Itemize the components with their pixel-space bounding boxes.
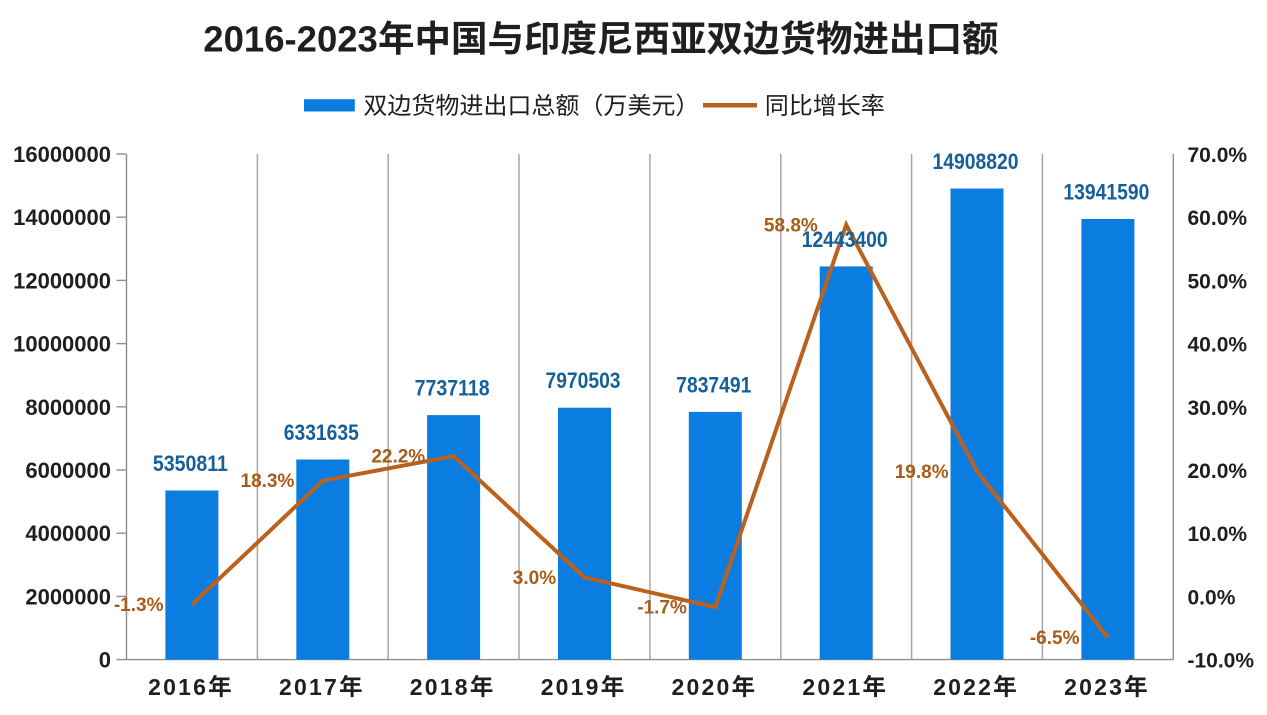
- svg-text:70.0%: 70.0%: [1188, 144, 1248, 167]
- svg-text:2016-2023: 2016-2023: [203, 19, 378, 60]
- svg-text:20.0%: 20.0%: [1188, 460, 1248, 483]
- svg-text:50.0%: 50.0%: [1188, 270, 1248, 293]
- svg-text:10.0%: 10.0%: [1188, 523, 1248, 546]
- svg-text:19.8%: 19.8%: [895, 462, 949, 483]
- svg-text:2018: 2018: [410, 674, 470, 700]
- svg-text:5350811: 5350811: [153, 451, 228, 476]
- svg-text:2022: 2022: [933, 674, 993, 700]
- svg-text:7970503: 7970503: [546, 368, 621, 393]
- svg-text:8000000: 8000000: [25, 395, 111, 420]
- svg-text:2019: 2019: [541, 674, 601, 700]
- svg-text:14000000: 14000000: [13, 205, 111, 230]
- svg-text:16000000: 16000000: [13, 142, 111, 167]
- svg-text:2017: 2017: [279, 674, 339, 700]
- svg-text:14908820: 14908820: [933, 149, 1019, 174]
- svg-text:-10.0%: -10.0%: [1188, 650, 1255, 673]
- svg-text:10000000: 10000000: [13, 332, 111, 357]
- svg-text:7837491: 7837491: [676, 372, 751, 397]
- svg-text:58.8%: 58.8%: [764, 215, 818, 236]
- svg-text:-6.5%: -6.5%: [1030, 628, 1080, 649]
- svg-text:40.0%: 40.0%: [1188, 334, 1248, 357]
- svg-text:3.0%: 3.0%: [513, 568, 556, 589]
- svg-text:12000000: 12000000: [13, 268, 111, 293]
- svg-text:2020: 2020: [672, 674, 732, 700]
- svg-text:2021: 2021: [802, 674, 862, 700]
- svg-text:6331635: 6331635: [284, 420, 359, 445]
- svg-text:4000000: 4000000: [25, 521, 111, 546]
- svg-text:2000000: 2000000: [25, 584, 111, 609]
- svg-text:0: 0: [99, 648, 111, 673]
- svg-text:0.0%: 0.0%: [1188, 586, 1236, 609]
- svg-text:13941590: 13941590: [1063, 180, 1149, 205]
- svg-text:18.3%: 18.3%: [241, 471, 295, 492]
- svg-text:60.0%: 60.0%: [1188, 207, 1248, 230]
- svg-text:2016: 2016: [148, 674, 208, 700]
- svg-text:-1.3%: -1.3%: [114, 595, 164, 616]
- svg-text:30.0%: 30.0%: [1188, 397, 1248, 420]
- svg-text:2023: 2023: [1064, 674, 1124, 700]
- svg-text:6000000: 6000000: [25, 458, 111, 483]
- svg-text:12443400: 12443400: [802, 227, 888, 252]
- svg-text:-1.7%: -1.7%: [637, 598, 687, 619]
- svg-text:7737118: 7737118: [415, 376, 490, 401]
- svg-text:22.2%: 22.2%: [371, 447, 425, 468]
